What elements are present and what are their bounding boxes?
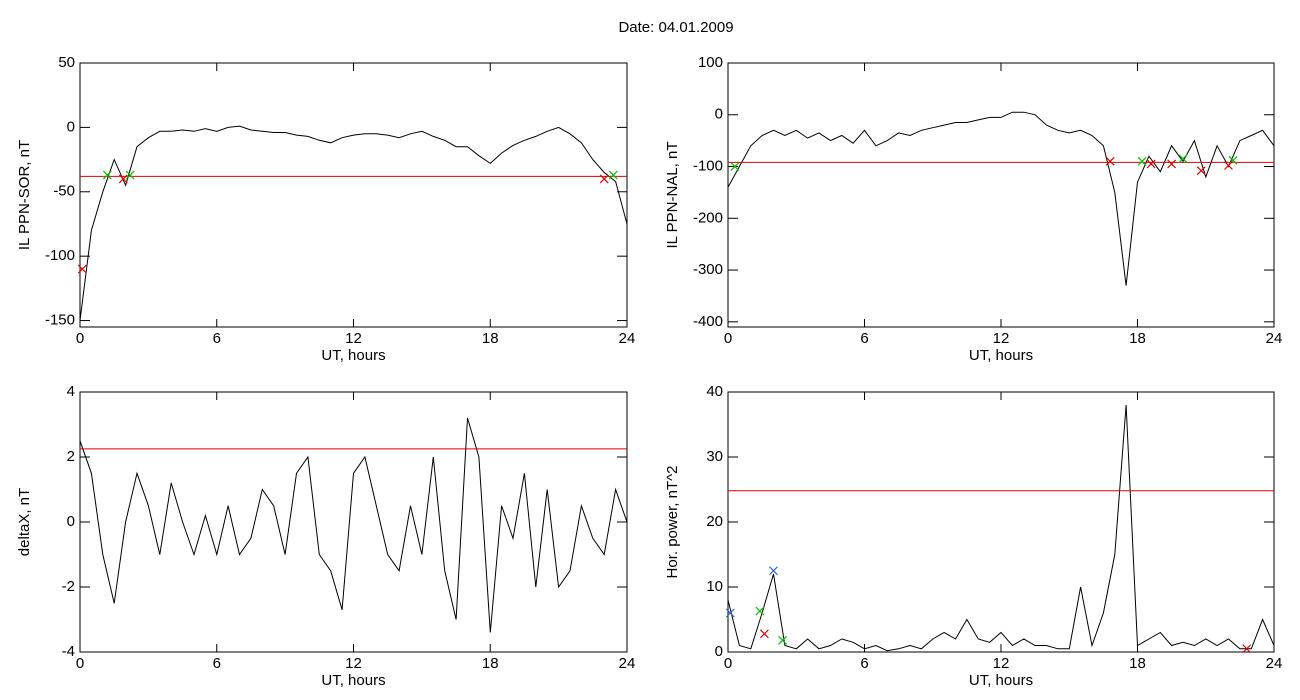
cross-marker (1242, 644, 1252, 654)
cross-marker (1137, 156, 1147, 166)
cross-marker (1167, 159, 1177, 169)
x-tick-label: 12 (345, 330, 362, 347)
cross-marker (118, 174, 128, 184)
cross-marker (1105, 156, 1115, 166)
y-tick-label: 100 (698, 54, 723, 71)
y-axis-label: Hor. power, nT^2 (664, 466, 681, 579)
x-tick-label: 12 (993, 330, 1010, 347)
y-axis-label: IL PPN-NAL, nT (664, 142, 681, 249)
cross-marker (759, 629, 769, 639)
data-line (79, 417, 628, 633)
data-line (727, 111, 1275, 286)
cross-marker (125, 170, 135, 180)
plot-frame (79, 391, 628, 653)
y-tick-label: 0 (715, 106, 723, 123)
x-tick-label: 18 (482, 655, 499, 672)
x-tick-label: 18 (1129, 655, 1146, 672)
x-tick-label: 6 (860, 655, 868, 672)
x-tick-label: 18 (482, 330, 499, 347)
y-tick-label: -300 (693, 261, 723, 278)
cross-marker (1146, 159, 1156, 169)
y-tick-label: -4 (62, 643, 75, 660)
y-tick-label: 10 (706, 578, 723, 595)
plot-frame (727, 391, 1275, 653)
x-axis-label: UT, hours (969, 347, 1033, 364)
y-tick-label: 50 (58, 54, 75, 71)
x-tick-label: 0 (76, 330, 84, 347)
y-tick-label: -2 (62, 578, 75, 595)
x-tick-label: 0 (76, 655, 84, 672)
y-tick-label: -50 (53, 183, 75, 200)
cross-marker (1196, 166, 1206, 176)
y-tick-label: 4 (67, 383, 75, 400)
x-tick-label: 6 (213, 330, 221, 347)
y-tick-label: 2 (67, 448, 75, 465)
plot-frame (727, 62, 1275, 328)
cross-marker (102, 170, 112, 180)
y-tick-label: -100 (693, 157, 723, 174)
y-axis-label: IL PPN-SOR, nT (16, 140, 33, 250)
x-tick-label: 24 (619, 655, 636, 672)
x-tick-label: 12 (993, 655, 1010, 672)
y-tick-label: -200 (693, 209, 723, 226)
x-tick-label: 6 (213, 655, 221, 672)
x-tick-label: 18 (1129, 330, 1146, 347)
x-tick-label: 12 (345, 655, 362, 672)
y-tick-label: 0 (715, 643, 723, 660)
x-axis-label: UT, hours (969, 672, 1033, 689)
y-tick-label: -150 (45, 312, 75, 329)
y-tick-label: 0 (67, 513, 75, 530)
cross-marker (730, 162, 740, 171)
data-line (79, 125, 628, 321)
cross-marker (778, 635, 788, 645)
y-tick-label: -100 (45, 247, 75, 264)
cross-marker (1178, 154, 1188, 164)
x-tick-label: 24 (619, 330, 636, 347)
x-tick-label: 24 (1266, 655, 1283, 672)
x-axis-label: UT, hours (321, 672, 385, 689)
y-tick-label: -400 (693, 313, 723, 330)
figure-title: Date: 04.01.2009 (618, 19, 733, 36)
y-tick-label: 40 (706, 383, 723, 400)
x-tick-label: 6 (860, 330, 868, 347)
cross-marker (77, 264, 87, 274)
y-axis-label: deltaX, nT (16, 488, 33, 556)
x-tick-label: 0 (724, 655, 732, 672)
data-line (727, 404, 1275, 652)
plot-frame (79, 62, 628, 328)
y-tick-label: 30 (706, 448, 723, 465)
cross-marker (725, 608, 735, 618)
cross-marker (608, 170, 618, 180)
x-tick-label: 24 (1266, 330, 1283, 347)
cross-marker (1224, 161, 1233, 170)
cross-marker (755, 606, 765, 616)
cross-marker (769, 566, 778, 576)
y-tick-label: 20 (706, 513, 723, 530)
x-tick-label: 0 (724, 330, 732, 347)
cross-marker (599, 174, 609, 184)
y-tick-label: 0 (67, 118, 75, 135)
x-axis-label: UT, hours (321, 347, 385, 364)
